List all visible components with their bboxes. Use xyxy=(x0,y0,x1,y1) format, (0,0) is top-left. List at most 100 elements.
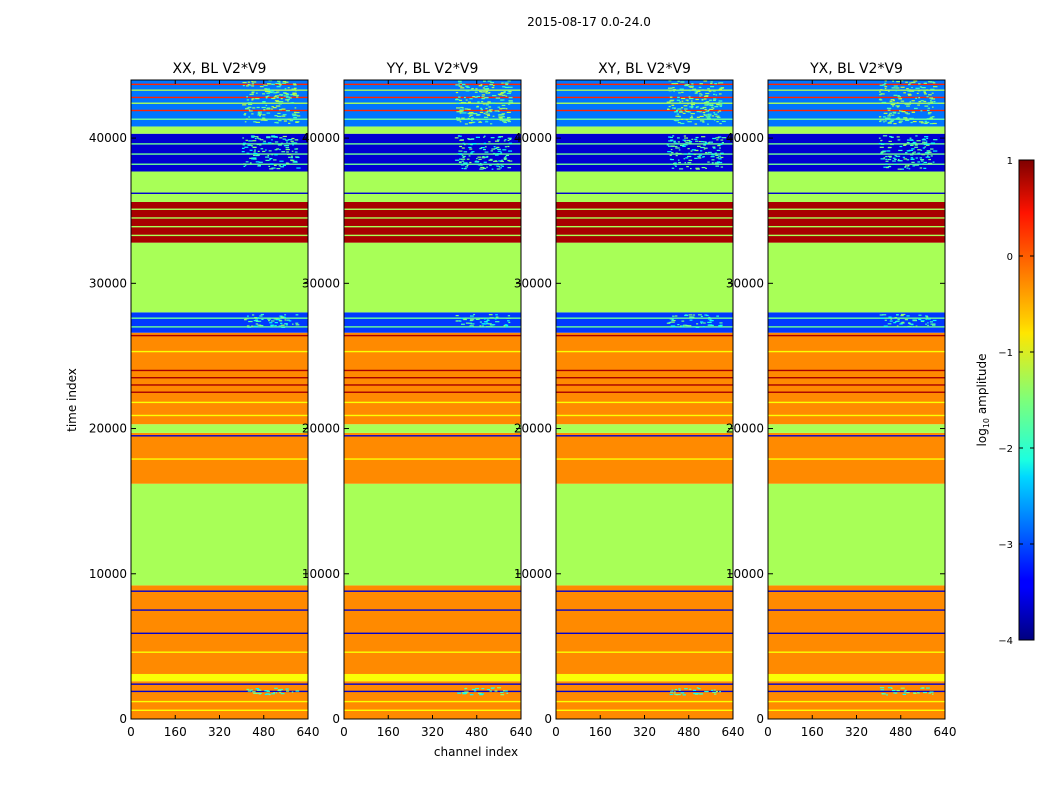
speckle xyxy=(927,155,929,157)
heatmap-band-5 xyxy=(768,424,945,433)
speckle xyxy=(469,319,473,322)
speckle xyxy=(488,314,493,316)
speckle xyxy=(678,688,681,690)
speckle xyxy=(494,140,500,142)
speckle xyxy=(265,97,268,99)
speckle xyxy=(507,139,510,141)
speckle xyxy=(481,96,485,98)
speckle xyxy=(914,164,919,166)
speckle xyxy=(689,97,694,100)
heatmap-line-19 xyxy=(131,317,308,319)
speckle xyxy=(680,81,685,83)
speckle xyxy=(886,166,889,169)
speckle xyxy=(262,119,267,121)
speckle xyxy=(271,108,273,110)
speckle xyxy=(677,108,682,110)
heatmap-line-9 xyxy=(344,435,521,437)
speckle xyxy=(262,101,266,103)
speckle xyxy=(268,693,271,696)
speckle xyxy=(906,87,909,90)
speckle xyxy=(507,145,510,148)
speckle xyxy=(266,92,270,94)
speckle xyxy=(469,325,474,327)
speckle xyxy=(685,141,689,143)
speckle xyxy=(497,106,501,108)
speckle xyxy=(479,321,483,323)
panel-title: YY, BL V2*V9 xyxy=(386,61,479,77)
heatmap-line-21 xyxy=(768,225,945,228)
speckle xyxy=(669,318,673,320)
speckle xyxy=(892,160,896,162)
speckle xyxy=(509,138,512,141)
speckle xyxy=(471,143,476,145)
heatmap-line-0 xyxy=(556,709,733,711)
speckle xyxy=(480,91,483,93)
speckle xyxy=(707,123,709,125)
speckle xyxy=(478,121,483,123)
speckle xyxy=(691,83,694,85)
speckle xyxy=(898,96,902,98)
speckle xyxy=(486,110,492,112)
speckle xyxy=(286,95,289,97)
speckle xyxy=(266,137,271,139)
speckle xyxy=(507,320,510,322)
speckle xyxy=(252,107,256,109)
speckle xyxy=(906,315,910,317)
speckle xyxy=(700,140,704,143)
y-tick-label: 30000 xyxy=(514,276,552,290)
speckle xyxy=(908,83,911,86)
speckle xyxy=(278,120,282,122)
speckle xyxy=(909,137,912,139)
speckle xyxy=(886,694,888,696)
x-tick-label: 160 xyxy=(164,725,187,739)
speckle xyxy=(678,161,681,164)
x-tick-label: 0 xyxy=(127,725,135,739)
speckle xyxy=(918,318,922,321)
speckle xyxy=(482,87,485,89)
speckle xyxy=(721,137,727,139)
speckle xyxy=(913,107,918,110)
speckle xyxy=(678,168,684,170)
speckle xyxy=(887,323,892,325)
speckle xyxy=(668,90,672,92)
speckle xyxy=(920,122,925,124)
speckle xyxy=(293,111,297,113)
speckle xyxy=(924,152,928,154)
speckle xyxy=(275,105,281,107)
speckle xyxy=(274,121,279,124)
speckle xyxy=(470,143,472,146)
speckle xyxy=(296,115,301,117)
speckle xyxy=(483,116,489,118)
speckle xyxy=(669,163,674,165)
speckle-region-1 xyxy=(243,313,300,328)
speckle xyxy=(461,323,465,325)
speckle xyxy=(461,155,464,157)
speckle xyxy=(707,113,712,115)
speckle xyxy=(500,92,504,94)
speckle xyxy=(458,150,463,152)
speckle xyxy=(471,688,476,691)
speckle xyxy=(709,104,714,107)
speckle xyxy=(673,119,677,121)
heatmap-line-15 xyxy=(131,369,308,372)
speckle xyxy=(463,318,467,321)
speckle xyxy=(502,120,507,122)
heatmap-band-9 xyxy=(768,201,945,243)
speckle xyxy=(504,146,508,148)
speckle xyxy=(468,113,470,115)
speckle xyxy=(703,322,706,324)
speckle xyxy=(454,137,459,139)
speckle xyxy=(482,91,487,93)
y-tick-label: 0 xyxy=(119,712,127,726)
speckle xyxy=(260,148,264,150)
speckle xyxy=(710,82,713,85)
speckle xyxy=(500,167,502,169)
speckle xyxy=(479,162,482,165)
speckle xyxy=(282,81,287,83)
speckle xyxy=(508,142,512,144)
speckle xyxy=(908,149,914,151)
speckle xyxy=(273,159,277,161)
heatmap-band-7 xyxy=(556,312,733,333)
speckle xyxy=(296,96,299,98)
speckle xyxy=(507,120,512,123)
